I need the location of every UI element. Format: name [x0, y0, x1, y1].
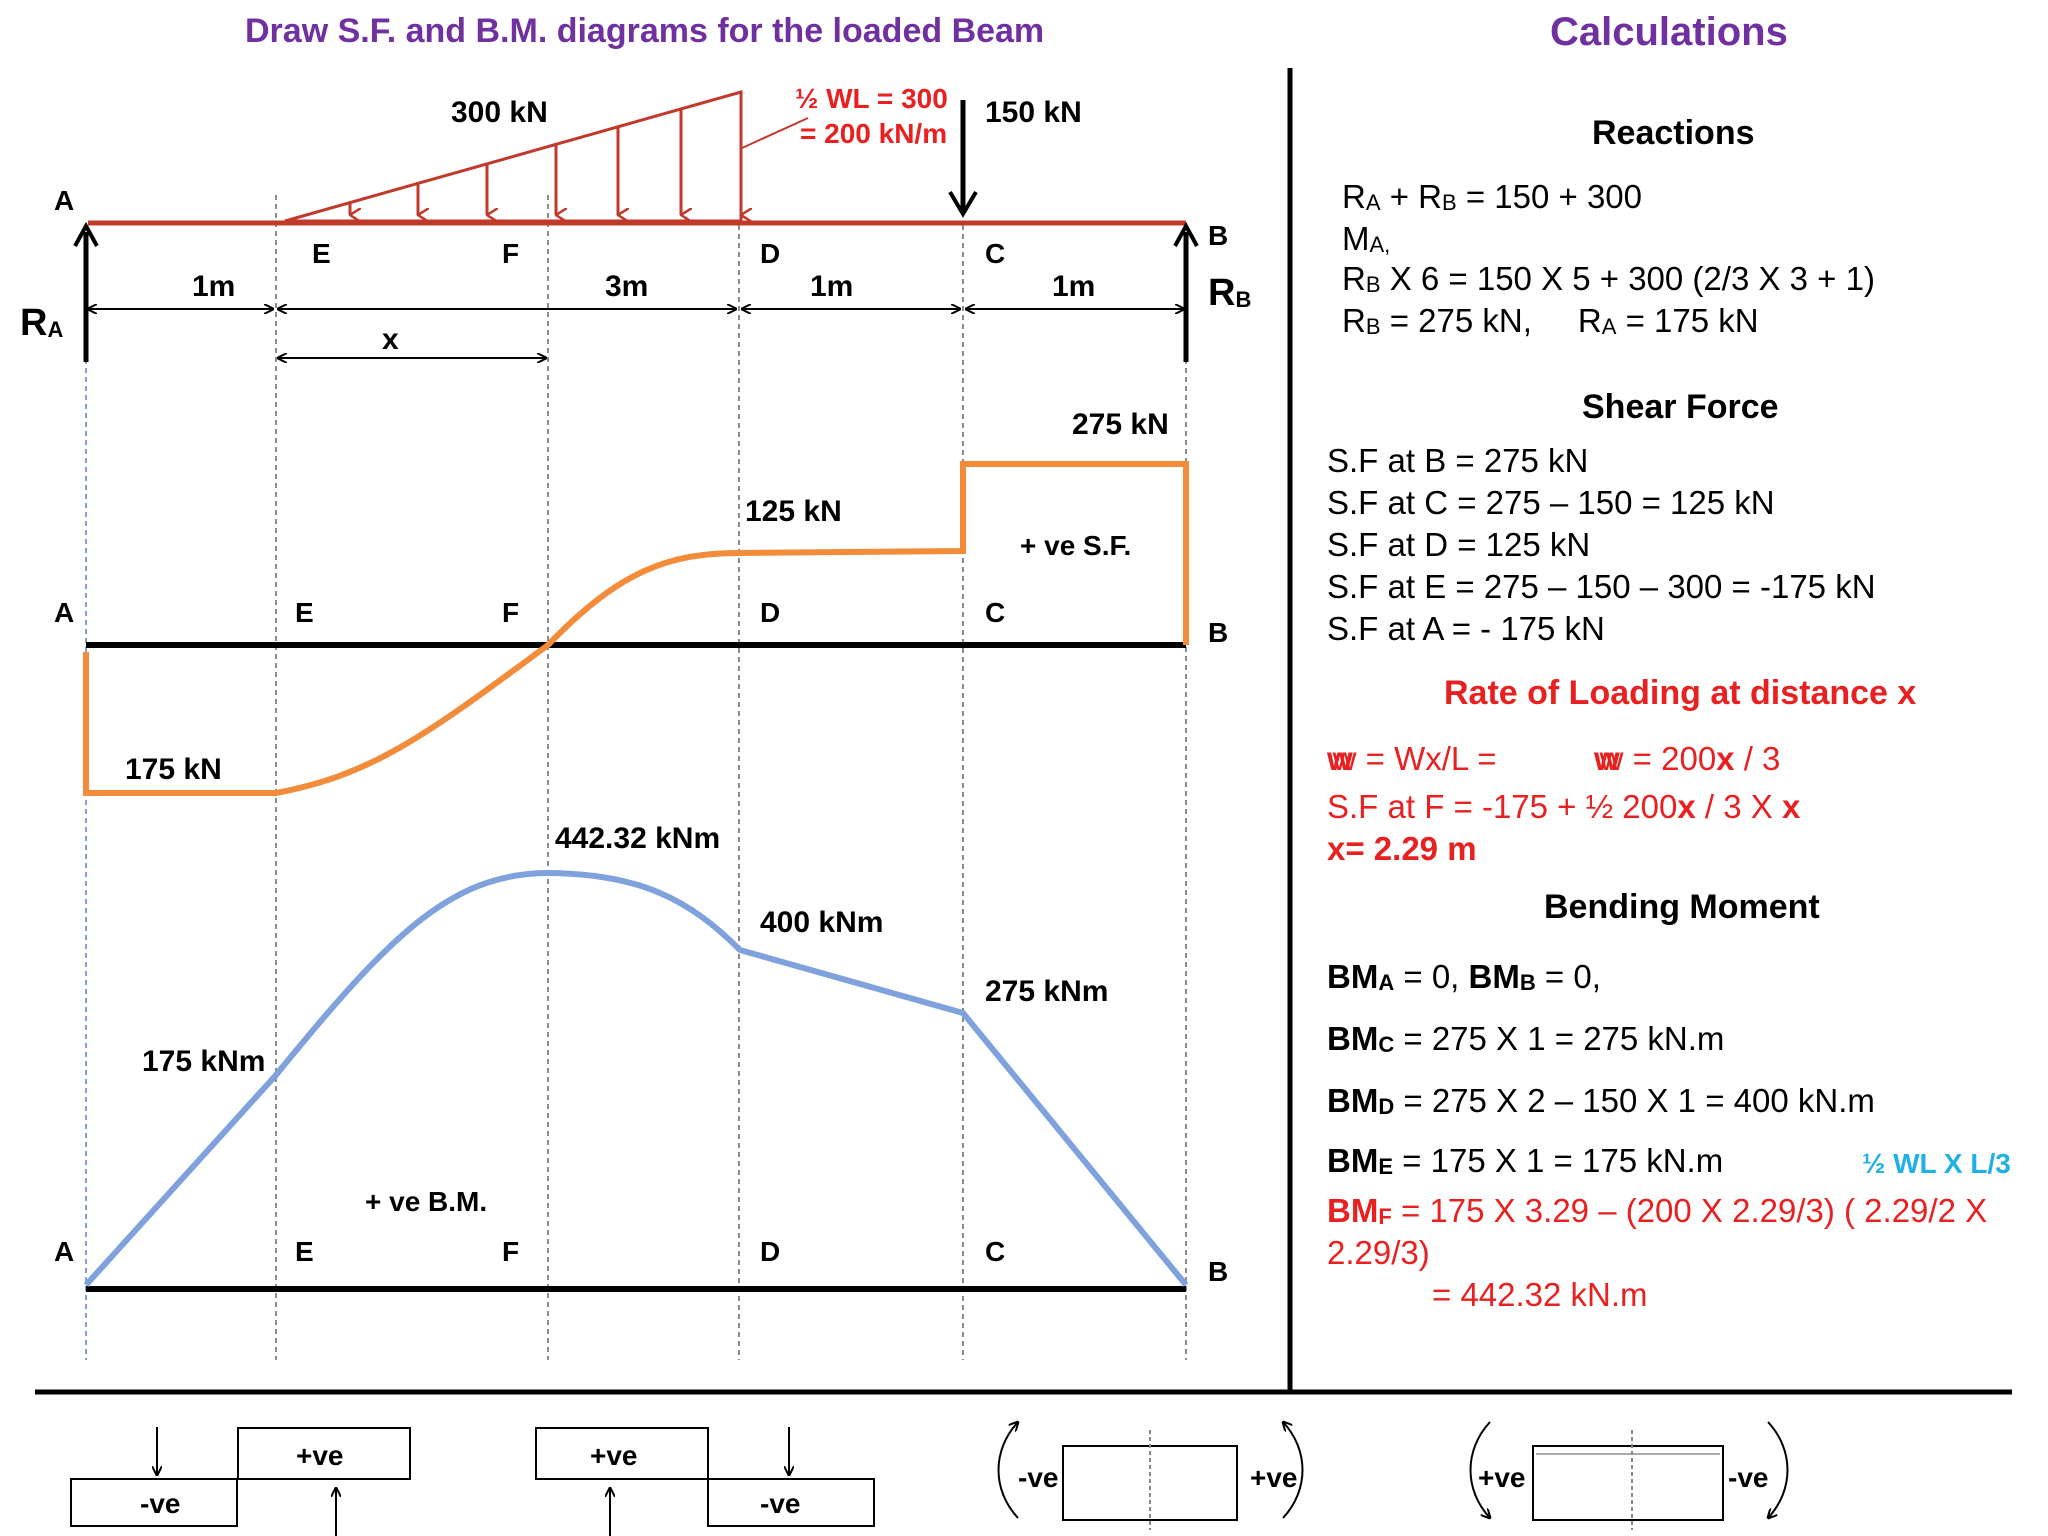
- bending-note: ½ WL X L/3: [1862, 1148, 2011, 1179]
- sf-pos-box: [237, 1427, 411, 1480]
- reactions-line-4: RB = 275 kN, RA = 175 kN: [1342, 302, 1759, 339]
- load-note-1: ½ WL = 300: [795, 83, 948, 114]
- bm-value-400: 400 kNm: [760, 906, 884, 939]
- label-f: F: [502, 238, 520, 269]
- reaction-b-arrowhead: [1173, 221, 1199, 247]
- span-label-4: 1m: [1052, 270, 1096, 303]
- conv-pos-4: +ve: [1478, 1462, 1526, 1493]
- load-note-2: = 200 kN/m: [800, 118, 948, 149]
- bending-line-5b: 2.29/3): [1327, 1234, 1430, 1271]
- conv-neg-4: -ve: [1728, 1462, 1769, 1493]
- label-b: B: [1208, 220, 1229, 251]
- sf-pos-box-2: [535, 1427, 709, 1480]
- sf-label-e: E: [295, 597, 314, 628]
- shear-heading: Shear Force: [1582, 388, 1779, 426]
- calculations-title: Calculations: [1550, 10, 1788, 54]
- bm-label-f: F: [502, 1236, 520, 1267]
- conv-pos-1: +ve: [296, 1440, 344, 1471]
- reactions-heading: Reactions: [1592, 114, 1755, 152]
- conv-pos-2: +ve: [590, 1440, 638, 1471]
- rate-line-3: x= 2.29 m: [1327, 830, 1477, 867]
- sf-label-a: A: [54, 597, 75, 628]
- span-label-1: 1m: [192, 270, 236, 303]
- conv-neg-3: -ve: [1018, 1462, 1059, 1493]
- bending-line-5: BMF = 175 X 3.29 – (200 X 2.29/3) ( 2.29…: [1327, 1192, 1988, 1229]
- sf-value-275: 275 kN: [1072, 408, 1169, 441]
- shear-force-diagram: [83, 461, 1189, 796]
- bending-line-3: BMD = 275 X 2 – 150 X 1 = 400 kN.m: [1327, 1082, 1875, 1119]
- point-load-arrowhead: [948, 190, 978, 218]
- span-label-2: 3m: [605, 270, 649, 303]
- distributed-load-arrows: [348, 92, 741, 215]
- sf-neg-box-2: [707, 1478, 875, 1527]
- bm-label-e: E: [295, 1236, 314, 1267]
- bm-label-c: C: [985, 1236, 1006, 1267]
- sign-conventions: [70, 1421, 1789, 1536]
- bm-label-a: A: [54, 1236, 75, 1267]
- reaction-b-label: RB: [1208, 272, 1252, 314]
- reaction-a-label: RA: [20, 302, 64, 344]
- bm-value-275: 275 kNm: [985, 975, 1109, 1008]
- diagram-title: Draw S.F. and B.M. diagrams for the load…: [245, 12, 1045, 50]
- bending-heading: Bending Moment: [1544, 888, 1820, 926]
- conv-pos-3: +ve: [1250, 1462, 1298, 1493]
- shear-line-2: S.F at C = 275 – 150 = 125 kN: [1327, 484, 1775, 521]
- shear-line-4: S.F at E = 275 – 150 – 300 = -175 kN: [1327, 568, 1876, 605]
- reactions-line-2: MA,: [1342, 220, 1391, 257]
- bending-line-2: BMC = 275 X 1 = 275 kN.m: [1327, 1020, 1725, 1057]
- bm-value-442: 442.32 kNm: [555, 822, 721, 855]
- span-label-3: 1m: [810, 270, 854, 303]
- label-c: C: [985, 238, 1006, 269]
- bm-label-d: D: [760, 1236, 781, 1267]
- sf-value-175: 175 kN: [125, 753, 222, 786]
- x-label: x: [382, 323, 399, 356]
- sf-neg-box: [70, 1478, 238, 1527]
- bm-positive-note: + ve B.M.: [365, 1186, 488, 1217]
- beam: [73, 90, 1199, 362]
- bm-label-b: B: [1208, 1256, 1229, 1287]
- bm-value-175: 175 kNm: [142, 1045, 266, 1078]
- label-d: D: [760, 238, 781, 269]
- sf-label-d: D: [760, 597, 781, 628]
- conv-neg-2: -ve: [760, 1488, 801, 1519]
- load-150kn: 150 kN: [985, 96, 1082, 129]
- shear-line-1: S.F at B = 275 kN: [1327, 442, 1589, 479]
- moment-arc-left: [997, 1422, 1019, 1519]
- moment-arc-left-2: [1469, 1421, 1491, 1518]
- rate-line-1b: ww = 200 x / 3: [1594, 740, 1781, 777]
- reaction-a-arrowhead: [73, 221, 99, 247]
- conv-neg-1: -ve: [140, 1488, 181, 1519]
- bending-line-1: BMA = 0, BMB = 0,: [1327, 958, 1601, 995]
- shear-line-5: S.F at A = - 175 kN: [1327, 610, 1605, 647]
- moment-arc-right: [1283, 1422, 1304, 1519]
- load-note-leader: [741, 117, 809, 149]
- moment-arc-right-2: [1768, 1421, 1789, 1518]
- sf-label-b: B: [1208, 617, 1229, 648]
- sf-label-c: C: [985, 597, 1006, 628]
- label-e: E: [312, 238, 331, 269]
- sf-positive-note: + ve S.F.: [1020, 530, 1132, 561]
- bending-line-4: BME = 175 X 1 = 175 kN.m: [1327, 1142, 1724, 1179]
- rate-heading: Rate of Loading at distance x: [1444, 674, 1917, 712]
- section-guides: [85, 195, 1187, 1360]
- shear-line-3: S.F at D = 125 kN: [1327, 526, 1591, 563]
- span-dimensions: [88, 309, 1184, 358]
- bending-line-6: = 442.32 kN.m: [1432, 1276, 1648, 1313]
- sf-curve: [83, 461, 1189, 796]
- rate-line-2: S.F at F = -175 + ½ 200x / 3 X x: [1327, 788, 1801, 825]
- sf-label-f: F: [502, 597, 520, 628]
- bending-moment-diagram: [83, 869, 1189, 1292]
- rate-line-1: ww = Wx/L =: [1327, 740, 1497, 777]
- bm-curve: [83, 869, 1189, 1288]
- load-300kn: 300 kN: [451, 96, 548, 129]
- reactions-line-3: RB X 6 = 150 X 5 + 300 (2/3 X 3 + 1): [1342, 260, 1875, 297]
- sf-value-125: 125 kN: [745, 495, 842, 528]
- reactions-line-1: RA + RB = 150 + 300: [1342, 178, 1643, 215]
- bm-hogging-box: [1532, 1445, 1724, 1521]
- label-a: A: [54, 185, 75, 216]
